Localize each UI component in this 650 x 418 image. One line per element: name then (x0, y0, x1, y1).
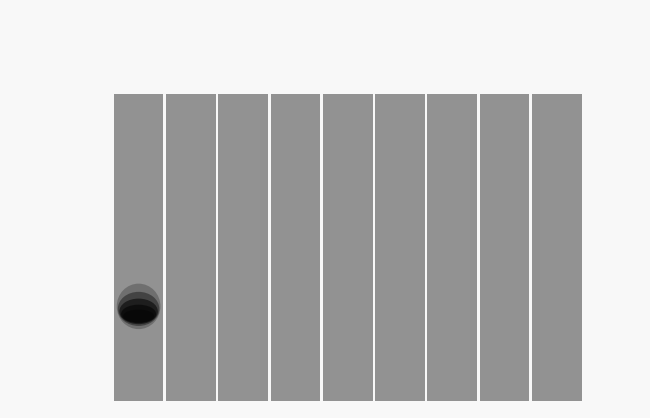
Text: 106: 106 (68, 162, 96, 176)
Text: A549: A549 (280, 77, 311, 90)
Text: 79: 79 (77, 194, 96, 208)
Text: MCF7: MCF7 (541, 77, 573, 90)
Text: HT29: HT29 (227, 77, 259, 90)
Text: 158: 158 (68, 119, 96, 133)
Text: Jurkat: Jurkat (383, 77, 417, 90)
Text: 35: 35 (77, 283, 96, 297)
Text: COS7: COS7 (332, 77, 364, 90)
Text: MDCK: MDCK (435, 77, 470, 90)
Text: 23: 23 (77, 328, 96, 342)
Text: PC12: PC12 (489, 77, 520, 90)
Text: HeLa: HeLa (176, 77, 206, 90)
Text: HepG2: HepG2 (118, 77, 159, 90)
Text: 48: 48 (77, 248, 96, 263)
